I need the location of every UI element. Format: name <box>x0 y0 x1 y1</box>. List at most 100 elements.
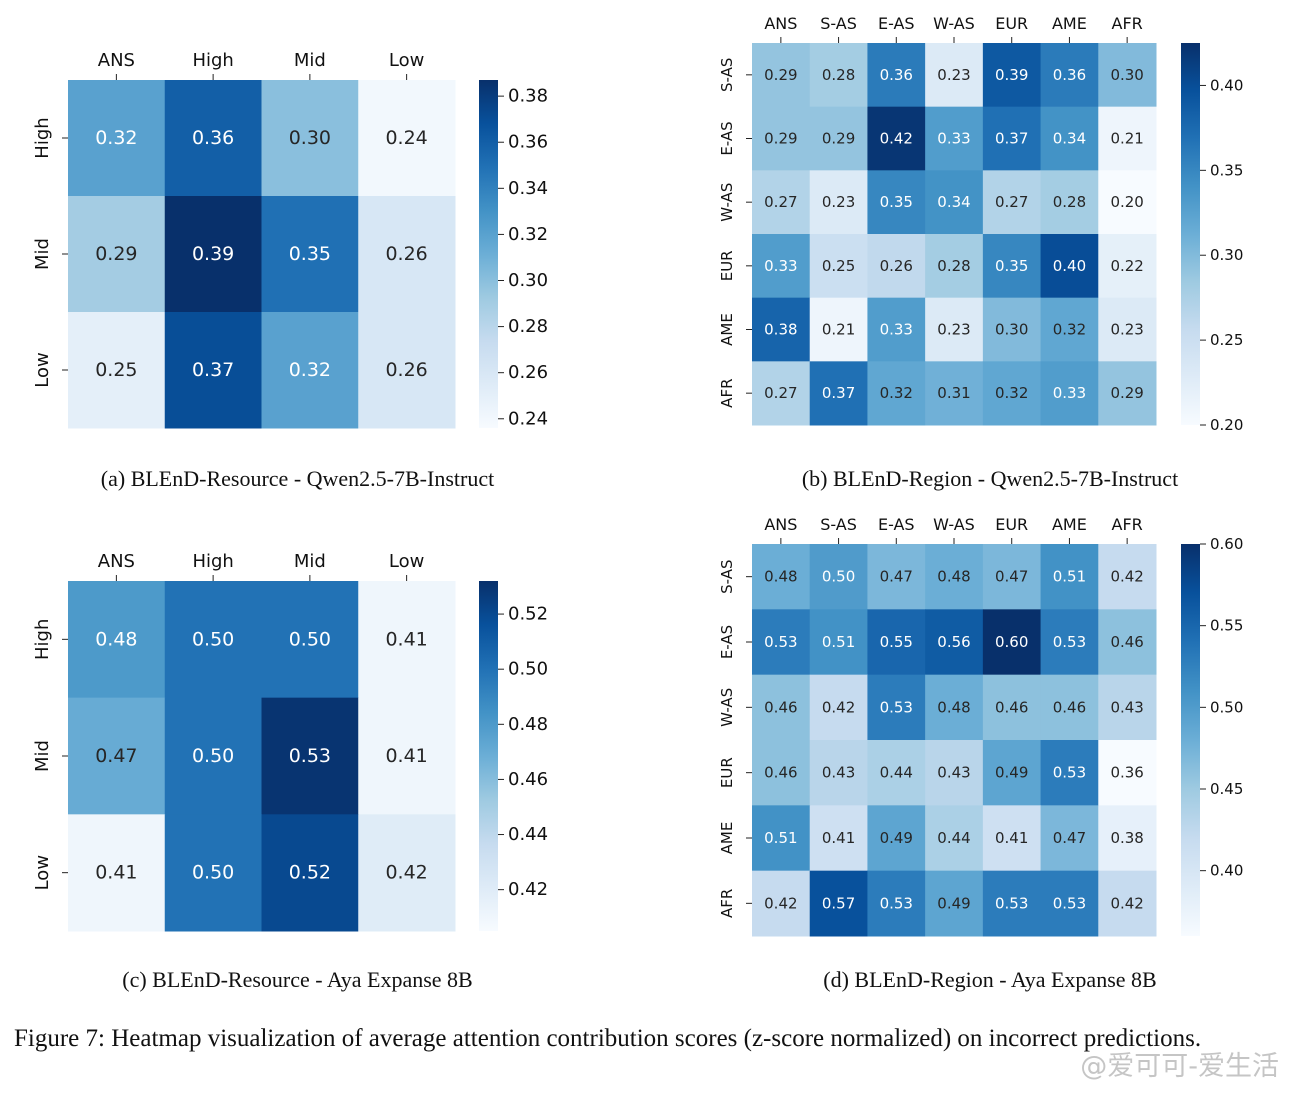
cell-value-d-3-6: 0.36 <box>1110 764 1143 782</box>
cell-value-b-1-4: 0.37 <box>995 130 1028 148</box>
cell-d-3-1 <box>809 740 868 806</box>
cell-b-0-1 <box>809 43 868 108</box>
cell-d-4-6 <box>1098 805 1157 872</box>
cell-value-b-3-0: 0.33 <box>764 257 797 275</box>
cell-value-d-4-4: 0.41 <box>995 829 1028 847</box>
colorbar-tick-label-a-3: 0.30 <box>508 270 548 291</box>
heatmap-c-svg: 0.48 0.50 0.50 0.41 0.47 0.50 0.53 0.41 0.41 0.50… <box>32 551 548 932</box>
cell-value-a-1-1: 0.39 <box>192 243 234 265</box>
cell-d-1-4 <box>982 609 1042 676</box>
cell-value-d-3-2: 0.44 <box>880 764 913 782</box>
cell-b-0-5 <box>1040 43 1099 108</box>
cell-d-4-2 <box>867 805 926 872</box>
row-label-a-2: Low <box>32 352 53 387</box>
caption-d: (d) BLEnD-Region - Aya Expanse 8B <box>823 967 1157 992</box>
cell-d-2-1 <box>809 674 868 741</box>
figure-caption: Figure 7: Heatmap visualization of avera… <box>14 1025 1202 1052</box>
cell-d-5-0 <box>752 870 811 937</box>
row-label-d-5: AFR <box>718 889 736 918</box>
colorbar-tick-label-b-3: 0.35 <box>1210 161 1243 179</box>
cell-b-3-0 <box>752 234 811 299</box>
cell-value-b-2-4: 0.27 <box>995 193 1028 211</box>
colorbar-tick-label-c-5: 0.52 <box>508 604 548 625</box>
cell-value-c-1-2: 0.53 <box>289 745 331 767</box>
cell-value-b-4-0: 0.38 <box>764 321 797 339</box>
cell-c-1-0 <box>68 697 166 815</box>
col-label-d-5: AME <box>1052 515 1087 534</box>
caption-b: (b) BLEnD-Region - Qwen2.5-7B-Instruct <box>801 466 1179 491</box>
cell-value-b-4-2: 0.33 <box>880 321 913 339</box>
cell-value-b-3-2: 0.26 <box>880 257 913 275</box>
cell-d-0-4 <box>982 544 1042 610</box>
cell-value-a-2-2: 0.32 <box>289 359 331 381</box>
cell-value-b-2-5: 0.28 <box>1053 193 1086 211</box>
col-label-c-1: High <box>192 551 233 572</box>
cell-value-c-2-0: 0.41 <box>95 862 137 884</box>
colorbar-tick-label-d-0: 0.40 <box>1210 862 1243 880</box>
cell-value-d-2-2: 0.53 <box>880 698 913 716</box>
cell-value-c-1-1: 0.50 <box>192 745 234 767</box>
row-label-b-2: W-AS <box>718 183 736 222</box>
cell-value-d-1-2: 0.55 <box>880 633 913 651</box>
cell-d-0-2 <box>867 544 926 610</box>
cell-b-5-5 <box>1040 361 1099 426</box>
cell-value-d-4-1: 0.41 <box>822 829 855 847</box>
cell-d-0-3 <box>925 544 984 610</box>
cell-d-4-3 <box>925 805 984 872</box>
col-label-c-0: ANS <box>98 551 135 572</box>
cell-value-d-3-3: 0.43 <box>937 764 970 782</box>
cell-value-d-5-2: 0.53 <box>880 894 913 912</box>
cell-value-a-0-1: 0.36 <box>192 127 234 149</box>
cell-value-b-5-2: 0.32 <box>880 384 913 402</box>
cell-d-0-5 <box>1040 544 1099 610</box>
cell-d-4-4 <box>982 805 1042 872</box>
cell-value-b-0-6: 0.30 <box>1110 66 1143 84</box>
cell-value-d-4-6: 0.38 <box>1110 829 1143 847</box>
cell-value-d-4-0: 0.51 <box>764 829 797 847</box>
cell-value-b-5-1: 0.37 <box>822 384 855 402</box>
colorbar-tick-label-a-0: 0.24 <box>508 408 548 429</box>
cell-value-c-2-1: 0.50 <box>192 862 234 884</box>
colorbar-tick-label-d-2: 0.50 <box>1210 698 1243 716</box>
cell-value-b-5-5: 0.33 <box>1053 384 1086 402</box>
colorbar-tick-label-a-4: 0.32 <box>508 224 548 245</box>
col-label-d-2: E-AS <box>878 515 915 534</box>
col-label-d-0: ANS <box>764 515 797 534</box>
cell-a-1-1 <box>164 196 262 313</box>
cell-value-d-2-6: 0.43 <box>1110 698 1143 716</box>
cell-value-d-0-6: 0.42 <box>1110 568 1143 586</box>
cell-b-0-2 <box>867 43 926 108</box>
cell-value-b-0-1: 0.28 <box>822 66 855 84</box>
cell-b-4-6 <box>1098 297 1157 362</box>
row-label-c-1: Mid <box>32 740 53 772</box>
cell-b-4-5 <box>1040 297 1099 362</box>
cell-value-b-0-3: 0.23 <box>937 66 970 84</box>
heatmap-b-svg: 0.29 0.28 0.36 0.23 0.39 0.36 0.30 0.29 0.29 0.42… <box>718 14 1243 434</box>
cell-value-c-1-0: 0.47 <box>95 745 137 767</box>
cell-value-d-2-0: 0.46 <box>764 698 797 716</box>
cell-value-d-5-1: 0.57 <box>822 894 855 912</box>
cell-b-1-3 <box>925 106 984 171</box>
colorbar-d <box>1181 544 1200 936</box>
colorbar-tick-label-d-4: 0.60 <box>1210 535 1243 553</box>
cell-value-c-2-2: 0.52 <box>289 862 331 884</box>
cell-a-0-0 <box>68 80 166 197</box>
heatmap-panel-a: 0.32 0.36 0.30 0.24 0.29 0.39 0.35 0.26 0.25 0.37… <box>0 0 640 440</box>
cell-value-b-5-6: 0.29 <box>1110 384 1143 402</box>
col-label-b-3: W-AS <box>933 14 975 33</box>
cell-value-a-2-3: 0.26 <box>385 359 427 381</box>
heatmap-panel-b: 0.29 0.28 0.36 0.23 0.39 0.36 0.30 0.29 0.29 0.42… <box>0 0 1293 440</box>
colorbar-tick-label-b-4: 0.40 <box>1210 76 1243 94</box>
cell-value-d-3-4: 0.49 <box>995 764 1028 782</box>
heatmap-panel-d: 0.48 0.50 0.47 0.48 0.47 0.51 0.42 0.53 0.51 0.55… <box>718 515 1243 937</box>
row-label-a-0: High <box>32 117 53 158</box>
cell-value-b-1-6: 0.21 <box>1110 130 1143 148</box>
heatmap-panel-c: 0.48 0.50 0.50 0.41 0.47 0.50 0.53 0.41 0.41 0.50… <box>0 0 640 945</box>
col-label-a-3: Low <box>389 50 424 71</box>
cell-d-0-0 <box>752 544 811 610</box>
cell-value-b-5-4: 0.32 <box>995 384 1028 402</box>
cell-d-3-2 <box>867 740 926 806</box>
colorbar-tick-label-b-0: 0.20 <box>1210 416 1243 434</box>
cell-d-5-3 <box>925 870 984 937</box>
cell-value-d-5-6: 0.42 <box>1110 894 1143 912</box>
